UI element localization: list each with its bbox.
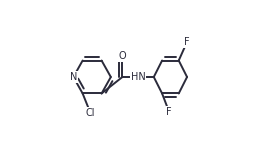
Text: O: O <box>119 51 126 61</box>
Text: F: F <box>166 107 172 117</box>
Text: HN: HN <box>131 72 146 82</box>
Text: F: F <box>184 37 190 47</box>
Text: Cl: Cl <box>86 108 95 118</box>
Text: N: N <box>70 72 77 82</box>
